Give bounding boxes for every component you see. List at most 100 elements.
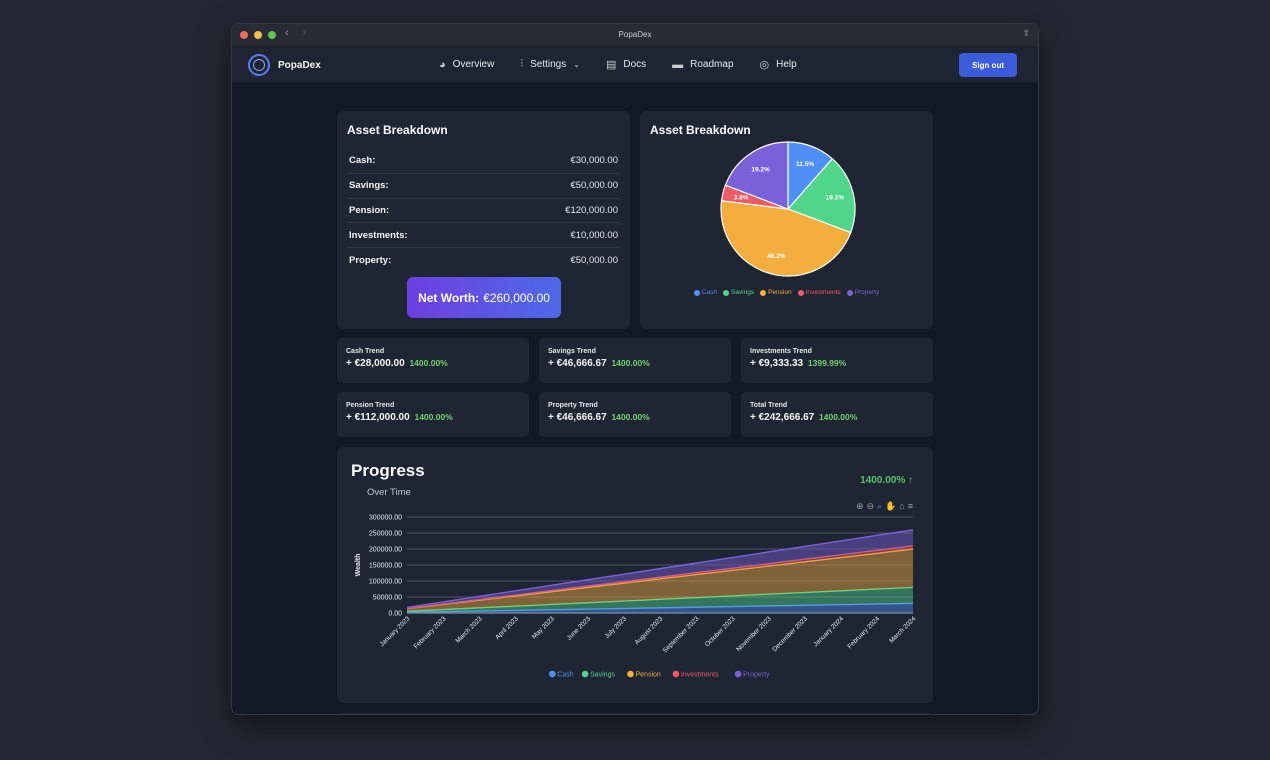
table-row: Cash: €30,000.00 bbox=[347, 149, 620, 174]
x-tick-label: May 2023 bbox=[531, 615, 556, 640]
x-tick-label: March 2023 bbox=[454, 615, 483, 644]
legend-label: Savings bbox=[590, 672, 615, 679]
pie-icon: ◕ bbox=[439, 58, 446, 71]
legend-swatch bbox=[846, 289, 853, 296]
row-value: €120,000.00 bbox=[565, 204, 618, 216]
total-trend-card: Total Trend + €242,666.67 1400.00% bbox=[741, 392, 933, 437]
x-tick-label: September 2023 bbox=[662, 615, 701, 654]
title-bar: ‹ › PopaDex ⇪ bbox=[232, 24, 1038, 47]
legend-label: Property bbox=[854, 289, 880, 296]
row-label: Property: bbox=[349, 255, 392, 267]
home-icon[interactable]: ⌂ bbox=[899, 501, 905, 511]
legend-label: Savings bbox=[730, 289, 755, 296]
series-line-investments bbox=[406, 545, 914, 610]
nav-roadmap-label: Roadmap bbox=[690, 59, 734, 70]
zoom-out-icon[interactable]: ⊖ bbox=[866, 501, 875, 511]
row-value: €50,000.00 bbox=[570, 255, 618, 267]
x-tick-label: August 2023 bbox=[634, 615, 665, 646]
nav-overview[interactable]: ◕ Overview bbox=[439, 58, 494, 71]
series-line-property bbox=[406, 529, 914, 609]
menu-icon[interactable]: ≡ bbox=[907, 501, 913, 511]
asset-pie-card: Asset Breakdown 11.5% 19.2% 46.2% 3.8% 19.2%… bbox=[640, 111, 933, 329]
close-window-button[interactable] bbox=[240, 31, 248, 39]
legend-item-cash[interactable]: Cash bbox=[549, 670, 574, 679]
share-icon[interactable]: ⇪ bbox=[1022, 28, 1030, 38]
clipboard-icon: ▤ bbox=[605, 59, 617, 71]
nav-settings[interactable]: ⫶ Settings ⌄ bbox=[520, 58, 580, 71]
pie-slice-pension[interactable] bbox=[720, 200, 852, 277]
minimize-window-button[interactable] bbox=[254, 31, 262, 39]
legend-item-investments[interactable]: Investments bbox=[797, 289, 841, 296]
back-arrow-icon[interactable]: ‹ bbox=[285, 27, 289, 39]
brand-logo[interactable]: PopaDex bbox=[248, 54, 321, 76]
trend-value: + €242,666.67 bbox=[750, 412, 815, 423]
legend-item-property[interactable]: Property bbox=[734, 670, 770, 679]
legend-item-cash[interactable]: Cash bbox=[693, 289, 717, 296]
nav-docs[interactable]: ▤ Docs bbox=[606, 58, 646, 71]
lifebuoy-icon: ◎ bbox=[759, 59, 770, 71]
pie-chart: 11.5% 19.2% 46.2% 3.8% 19.2% bbox=[720, 141, 856, 277]
pie-data-label: 3.8% bbox=[734, 194, 749, 201]
trend-title: Property Trend bbox=[548, 402, 598, 409]
sign-out-button[interactable]: Sign out bbox=[959, 53, 1017, 77]
x-tick-label: June 2023 bbox=[566, 615, 593, 642]
y-tick-label: 250000.00 bbox=[369, 531, 402, 538]
trend-value: + €112,000.00 bbox=[346, 412, 410, 423]
nav-roadmap[interactable]: ▬ Roadmap bbox=[672, 58, 733, 71]
legend-item-property[interactable]: Property bbox=[846, 289, 880, 296]
pan-hand-icon[interactable]: ✋ bbox=[885, 501, 897, 511]
trend-value: + €46,666.67 bbox=[548, 412, 607, 423]
row-value: €30,000.00 bbox=[570, 155, 618, 167]
legend-label: Cash bbox=[701, 289, 717, 296]
progress-subtitle: Over Time bbox=[367, 487, 411, 498]
trend-title: Investments Trend bbox=[750, 348, 812, 355]
legend-swatch bbox=[760, 289, 767, 296]
nav-help-label: Help bbox=[776, 59, 797, 70]
zoom-in-icon[interactable]: ⊕ bbox=[855, 501, 864, 511]
legend-item-investments[interactable]: Investments bbox=[672, 670, 720, 679]
legend-item-savings[interactable]: Savings bbox=[581, 670, 616, 679]
asset-breakdown-title: Asset Breakdown bbox=[347, 123, 448, 137]
savings-trend-card: Savings Trend + €46,666.67 1400.00% bbox=[539, 338, 731, 383]
asset-breakdown-card: Asset Breakdown Cash: €30,000.00 Savings:… bbox=[337, 111, 630, 329]
forward-arrow-icon[interactable]: › bbox=[302, 27, 307, 39]
asset-breakdown-table: Cash: €30,000.00 Savings: €50,000.00 Pensi… bbox=[347, 149, 620, 273]
magnifier-icon[interactable]: ⌕ bbox=[877, 501, 883, 511]
table-row: Property: €50,000.00 bbox=[347, 248, 620, 273]
pie-slice-property[interactable] bbox=[724, 141, 789, 210]
legend-label: Cash bbox=[557, 672, 573, 679]
legend-label: Pension bbox=[636, 672, 661, 679]
legend-swatch bbox=[627, 670, 634, 678]
progress-title: Progress bbox=[351, 461, 425, 480]
table-row: Savings: €50,000.00 bbox=[347, 174, 620, 199]
pie-data-label: 19.2% bbox=[751, 166, 770, 173]
trend-title: Total Trend bbox=[750, 402, 788, 409]
nav-help[interactable]: ◎ Help bbox=[760, 58, 797, 71]
net-worth-value: €260,000.00 bbox=[483, 290, 550, 305]
row-value: €10,000.00 bbox=[570, 229, 618, 241]
legend-swatch bbox=[549, 670, 556, 678]
trend-percent: 1400.00% bbox=[611, 412, 650, 422]
legend-label: Investments bbox=[805, 289, 841, 296]
legend-item-pension[interactable]: Pension bbox=[760, 289, 792, 296]
x-tick-label: October 2023 bbox=[704, 615, 737, 648]
pension-trend-card: Pension Trend + €112,000.00 1400.00% bbox=[337, 392, 529, 437]
app-window: ‹ › PopaDex ⇪ PopaDex ◕ Overview ⫶ Setti… bbox=[231, 23, 1039, 715]
maximize-window-button[interactable] bbox=[268, 31, 276, 39]
y-axis-label: Wealth bbox=[355, 554, 362, 577]
legend-item-pension[interactable]: Pension bbox=[627, 670, 661, 679]
trend-title: Pension Trend bbox=[346, 402, 395, 409]
series-line-savings bbox=[406, 586, 914, 612]
chart-toolbar: ⊕ ⊖ ⌕ ✋ ⌂ ≡ bbox=[856, 501, 913, 512]
x-tick-label: March 2024 bbox=[888, 615, 917, 644]
property-trend-card: Property Trend + €46,666.67 1400.00% bbox=[539, 392, 731, 437]
pie-slice-savings[interactable] bbox=[786, 157, 856, 234]
chevron-down-icon: ⌄ bbox=[573, 60, 580, 69]
legend-item-savings[interactable]: Savings bbox=[722, 289, 755, 296]
road-icon: ▬ bbox=[672, 58, 684, 71]
nav-overview-label: Overview bbox=[452, 59, 495, 70]
series-line-pension bbox=[406, 548, 914, 610]
x-tick-label: November 2023 bbox=[735, 615, 773, 653]
trend-title: Savings Trend bbox=[548, 348, 596, 355]
trend-percent: 1400.00% bbox=[409, 358, 448, 368]
